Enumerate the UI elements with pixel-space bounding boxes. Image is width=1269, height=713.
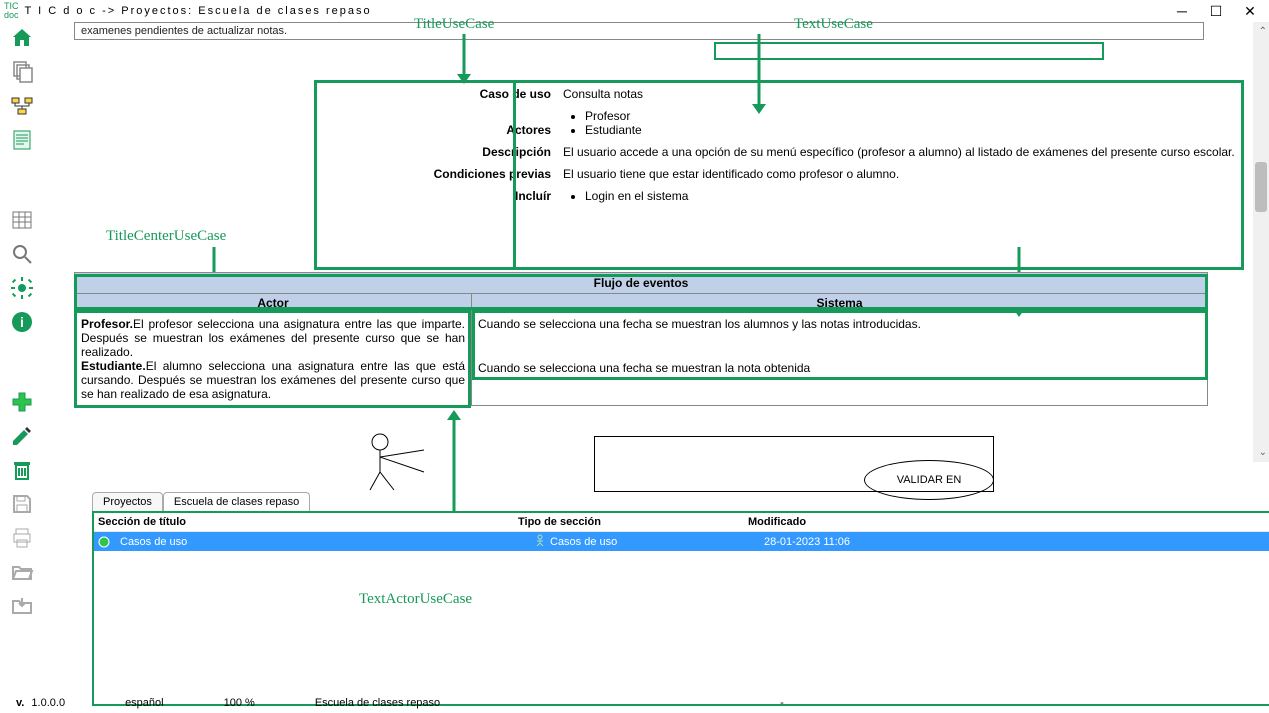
list-row[interactable]: Casos de uso Casos de uso 28-01-2023 11:… (94, 532, 1269, 551)
settings-icon[interactable] (8, 274, 36, 302)
actor-text-region (74, 310, 471, 408)
maximize-button[interactable]: ☐ (1209, 4, 1223, 18)
annotation-title-center-uc: TitleCenterUseCase (106, 228, 226, 245)
status-project: Escuela de clases repaso (315, 697, 440, 709)
uc-val-cond: El usuario tiene que estar identificado … (557, 163, 1241, 185)
add-icon[interactable] (8, 388, 36, 416)
tab-proyectos[interactable]: Proyectos (92, 492, 163, 511)
list-panel: Sección de título Tipo de sección Modifi… (92, 511, 1269, 706)
tab-escuela[interactable]: Escuela de clases repaso (163, 492, 310, 511)
uc-label-desc: Descripción (317, 141, 557, 163)
flow-title: Flujo de eventos (74, 272, 1208, 293)
copy-icon[interactable] (8, 58, 36, 86)
export-icon[interactable] (8, 592, 36, 620)
status-dash: - (780, 697, 784, 709)
row-status-icon (98, 536, 114, 548)
uc-val-desc: El usuario accede a una opción de su men… (557, 141, 1241, 163)
uc-label-caso: Caso de uso (317, 83, 557, 105)
annotation-title-uc: TitleUseCase (414, 16, 494, 33)
status-lang: español (125, 697, 164, 709)
row-type: Casos de uso (550, 536, 617, 548)
annotation-text-uc: TextUseCase (794, 16, 873, 33)
svg-text:i: i (20, 314, 24, 330)
main-area: examenes pendientes de actualizar notas.… (44, 22, 1269, 692)
print-icon[interactable] (8, 524, 36, 552)
uc-val-actores: ProfesorEstudiante (557, 105, 1241, 141)
sys-text-region (472, 310, 1208, 380)
status-version-lbl: v. (16, 697, 24, 709)
annotation-text-actor-uc: TextActorUseCase (359, 591, 472, 608)
diagram-icon[interactable] (8, 92, 36, 120)
list-h2[interactable]: Tipo de sección (518, 516, 748, 528)
usecase-box: Caso de uso Consulta notas Actores Profe… (314, 80, 1244, 270)
uc-actor-1: Profesor (585, 109, 1235, 123)
scroll-up-icon[interactable]: ⌃ (1259, 26, 1267, 37)
list-h3[interactable]: Modificado (748, 516, 998, 528)
edit-icon[interactable] (8, 422, 36, 450)
title-bar: TICdoc T I C d o c -> Proyectos: Escuela… (0, 0, 1269, 22)
table-icon[interactable] (8, 206, 36, 234)
status-bar: v. 1.0.0.0 español 100 % Escuela de clas… (0, 693, 1269, 713)
uc-val-caso: Consulta notas (557, 83, 1241, 105)
search-icon[interactable] (8, 240, 36, 268)
ellipse-text: VALIDAR EN (897, 474, 962, 486)
list-header: Sección de título Tipo de sección Modifi… (94, 513, 1269, 532)
minimize-button[interactable]: ─ (1175, 4, 1189, 18)
list-h1[interactable]: Sección de título (98, 516, 518, 528)
delete-icon[interactable] (8, 456, 36, 484)
row-title: Casos de uso (120, 536, 534, 548)
notes-icon[interactable] (8, 126, 36, 154)
close-button[interactable]: ✕ (1243, 4, 1257, 18)
sidebar: i (0, 22, 44, 692)
home-icon[interactable] (8, 24, 36, 52)
uc-label-cond: Condiciones previas (317, 163, 557, 185)
scroll-down-icon[interactable]: ⌄ (1259, 447, 1267, 458)
status-version: 1.0.0.0 (31, 697, 65, 709)
window-title: T I C d o c -> Proyectos: Escuela de cla… (25, 5, 372, 17)
open-icon[interactable] (8, 558, 36, 586)
uc-val-incl: Login en el sistema (557, 185, 1241, 207)
uc-label-incl: Incluír (317, 185, 557, 207)
save-icon[interactable] (8, 490, 36, 518)
text-usecase-region-top (714, 42, 1104, 60)
doc-scrollbar[interactable]: ⌃ ⌄ (1253, 22, 1269, 462)
status-zoom: 100 % (224, 697, 255, 709)
row-type-icon (534, 534, 546, 549)
info-icon[interactable]: i (8, 308, 36, 336)
uc-incl-1: Login en el sistema (585, 189, 1235, 203)
top-note: examenes pendientes de actualizar notas. (74, 22, 1204, 40)
bottom-panel: Proyectos Escuela de clases repaso Secci… (92, 492, 1269, 706)
app-logo: TICdoc (4, 2, 19, 20)
row-modified: 28-01-2023 11:06 (764, 536, 1014, 548)
uc-actor-2: Estudiante (585, 123, 1235, 137)
scroll-thumb[interactable] (1255, 162, 1267, 212)
uc-label-actores: Actores (317, 105, 557, 141)
